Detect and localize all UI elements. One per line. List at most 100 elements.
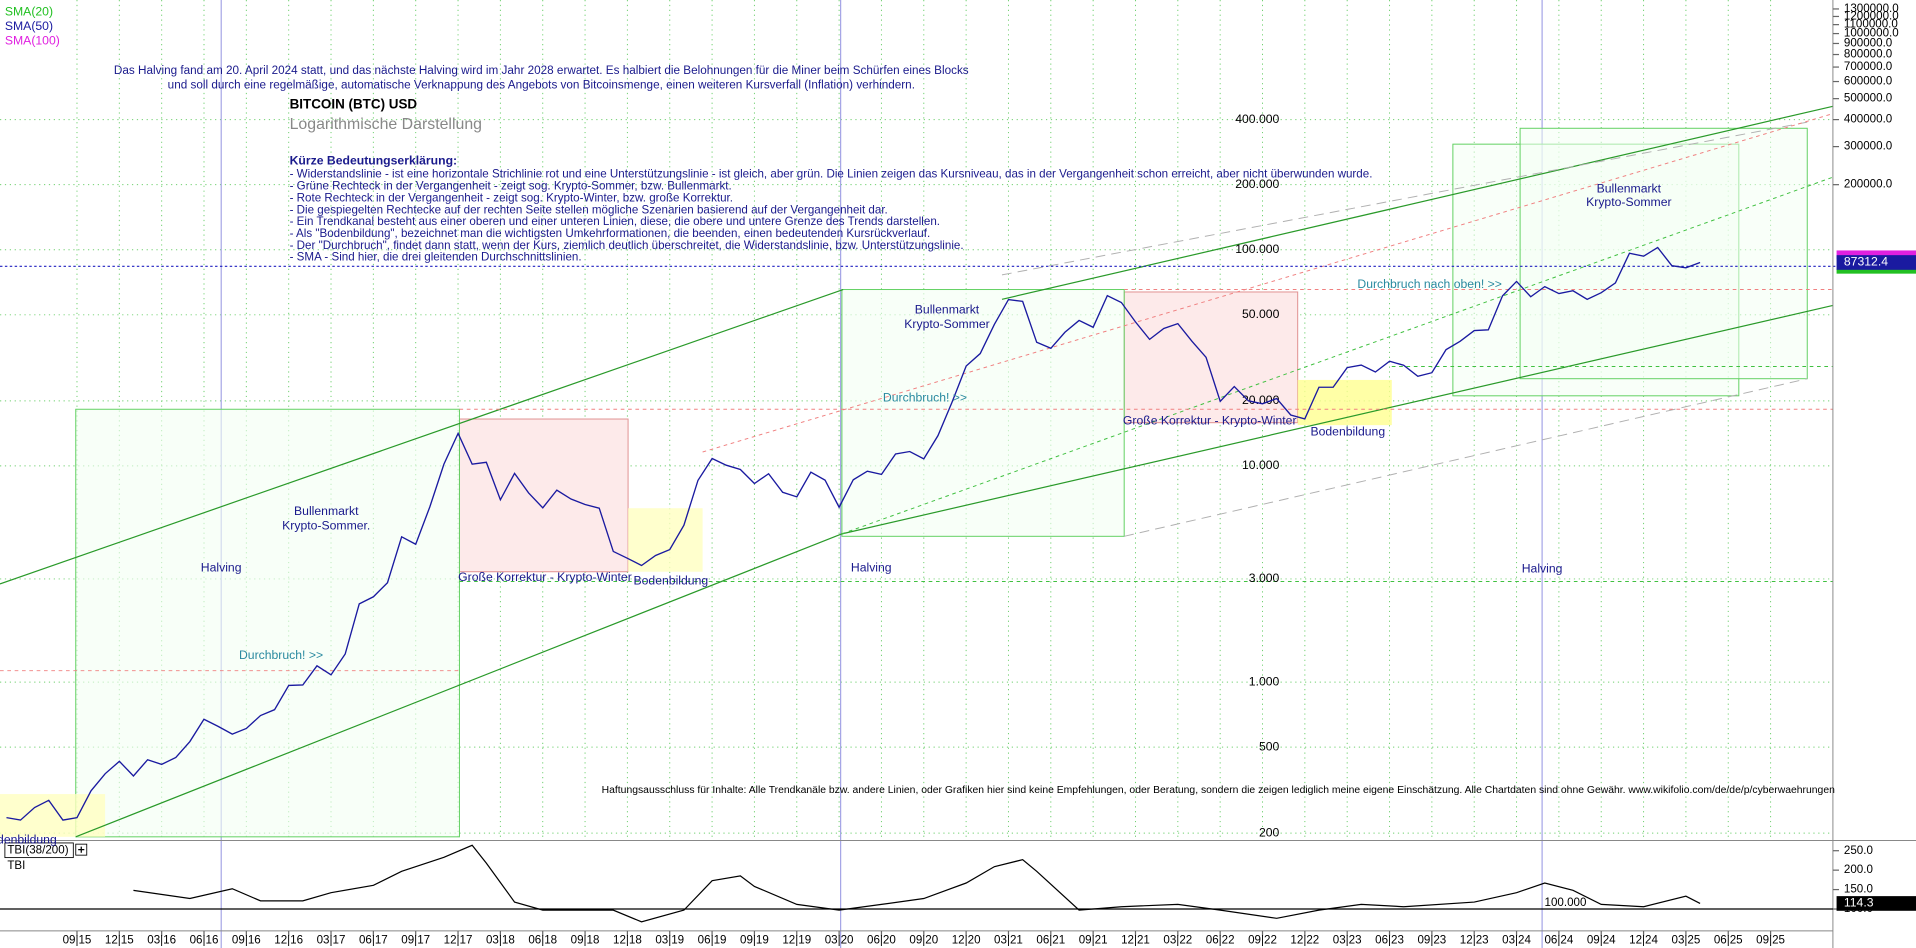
- y-tick-label: 400.000: [1235, 112, 1279, 126]
- x-tick-label: 06|16: [190, 934, 219, 947]
- x-tick-label: 12|24: [1629, 934, 1658, 947]
- last-price-box: [1836, 255, 1916, 270]
- y-tick-label: 10.000: [1242, 458, 1280, 472]
- annotation: denbildung: [0, 833, 57, 847]
- explanation-line: - Widerstandslinie - ist eine horizontal…: [290, 168, 1373, 181]
- disclaimer: Haftungsausschluss für Inhalte: Alle Tre…: [602, 785, 1835, 796]
- x-tick-label: 09|19: [740, 934, 769, 947]
- y2-tick-label: 1300000.0: [1844, 2, 1899, 15]
- indicator-label: TBI: [7, 859, 25, 872]
- x-tick-label: 09|15: [63, 934, 92, 947]
- x-tick-label: 09|16: [232, 934, 261, 947]
- legend-entry: SMA(20): [5, 4, 53, 18]
- x-tick-label: 09|22: [1248, 934, 1277, 947]
- x-tick-label: 09|25: [1756, 934, 1785, 947]
- explanation-heading: Kürze Bedeutungserklärung:: [290, 153, 458, 167]
- y2-tick-label: 300000.0: [1844, 140, 1892, 153]
- x-tick-label: 09|24: [1587, 934, 1616, 947]
- annotation: Krypto-Sommer.: [282, 519, 370, 533]
- note: und soll durch eine regelmäßige, automat…: [168, 79, 915, 92]
- y2-tick-label: 400000.0: [1844, 113, 1892, 126]
- y2-tick-label: 900000.0: [1844, 37, 1892, 50]
- legend-entry: SMA(100): [5, 34, 60, 48]
- x-tick-label: 03|24: [1502, 934, 1531, 947]
- projection-line: [1001, 121, 1808, 276]
- annotation: Große Korrektur - Krypto-Winter: [458, 570, 632, 584]
- y-tick-label: 100.000: [1235, 242, 1279, 256]
- x-tick-label: 03|23: [1333, 934, 1362, 947]
- winter-box: [458, 418, 629, 573]
- x-tick-label: 09|20: [909, 934, 938, 947]
- trend-line: [0, 288, 844, 585]
- annotation: Halving: [1522, 562, 1563, 576]
- annotation: Durchbruch nach oben! >>: [1357, 277, 1502, 291]
- sma-marker: [1836, 250, 1916, 259]
- x-tick-label: 09|18: [571, 934, 600, 947]
- x-tick-label: 12|17: [444, 934, 473, 947]
- y-tick-label: 500: [1259, 739, 1280, 753]
- explanation-line: - Ein Trendkanal besteht aus einer obere…: [290, 215, 940, 228]
- summer-box: [1519, 127, 1808, 380]
- indicator-name: TBI(38/200): [7, 843, 68, 856]
- chart-title: BITCOIN (BTC) USD: [290, 97, 418, 112]
- indicator-box: [4, 842, 74, 859]
- resistance-line: [702, 113, 1834, 453]
- x-tick-label: 03|18: [486, 934, 515, 947]
- y-tick-label: 50.000: [1242, 307, 1280, 321]
- tbi-tick-label: 150.0: [1844, 883, 1873, 896]
- x-tick-label: 06|25: [1714, 934, 1743, 947]
- x-tick-label: 12|15: [105, 934, 134, 947]
- projection-line: [1124, 378, 1808, 537]
- y-tick-label: 3.000: [1249, 571, 1280, 585]
- y-tick-label: 1.000: [1249, 674, 1280, 688]
- legend-entry: SMA(50): [5, 19, 53, 33]
- y2-tick-label: 600000.0: [1844, 75, 1892, 88]
- y2-tick-label: 1100000.0: [1844, 18, 1898, 31]
- annotation: Krypto-Sommer: [1586, 195, 1671, 209]
- annotation: Bullenmarkt: [294, 504, 359, 518]
- price-line: [6, 246, 1701, 821]
- x-tick-label: 06|21: [1036, 934, 1065, 947]
- x-tick-label: 09|23: [1417, 934, 1446, 947]
- x-tick-label: 03|20: [825, 934, 854, 947]
- x-tick-label: 12|16: [274, 934, 303, 947]
- summer-box: [841, 289, 1125, 537]
- x-tick-label: 03|25: [1672, 934, 1701, 947]
- x-tick-label: 12|18: [613, 934, 642, 947]
- x-tick-label: 06|17: [359, 934, 388, 947]
- x-tick-label: 06|23: [1375, 934, 1404, 947]
- y2-tick-label: 700000.0: [1844, 60, 1892, 73]
- x-tick-label: 06|19: [698, 934, 727, 947]
- annotation: Halving: [851, 560, 892, 574]
- x-tick-label: 12|19: [782, 934, 811, 947]
- reference-label: 100.000: [1545, 896, 1587, 909]
- x-tick-label: 03|22: [1163, 934, 1192, 947]
- sma-marker: [1836, 268, 1916, 274]
- tbi-last-box: [1836, 896, 1916, 911]
- x-tick-label: 12|22: [1290, 934, 1319, 947]
- annotation: Durchbruch! >>: [883, 390, 967, 404]
- x-tick-label: 03|19: [655, 934, 684, 947]
- x-tick-label: 12|20: [952, 934, 981, 947]
- annotation: Große Korrektur - Krypto-Winter: [1123, 414, 1297, 428]
- bottom-box: [628, 508, 703, 572]
- x-tick-label: 06|24: [1544, 934, 1573, 947]
- x-tick-label: 06|22: [1206, 934, 1235, 947]
- x-tick-label: 03|21: [994, 934, 1023, 947]
- explanation-line: - Der "Durchbruch", findet dann statt, w…: [290, 239, 964, 252]
- y-tick-label: 20.000: [1242, 393, 1280, 407]
- tbi-tick-label: 200.0: [1844, 863, 1873, 876]
- summer-box: [75, 408, 460, 838]
- y2-tick-label: 1000000.0: [1844, 27, 1899, 40]
- annotation: Krypto-Sommer: [904, 317, 989, 331]
- y-tick-label: 200: [1259, 825, 1280, 839]
- y-tick-label: 200.000: [1235, 177, 1279, 191]
- explanation-line: - Grüne Rechteck in der Vergangenheit - …: [290, 180, 732, 193]
- annotation: Bullenmarkt: [1597, 182, 1662, 196]
- chart-subtitle: Logarithmische Darstellung: [290, 116, 482, 133]
- x-tick-label: 06|20: [867, 934, 896, 947]
- explanation-line: - Als "Bodenbildung", bezeichnet man die…: [290, 227, 931, 240]
- x-tick-label: 06|18: [528, 934, 557, 947]
